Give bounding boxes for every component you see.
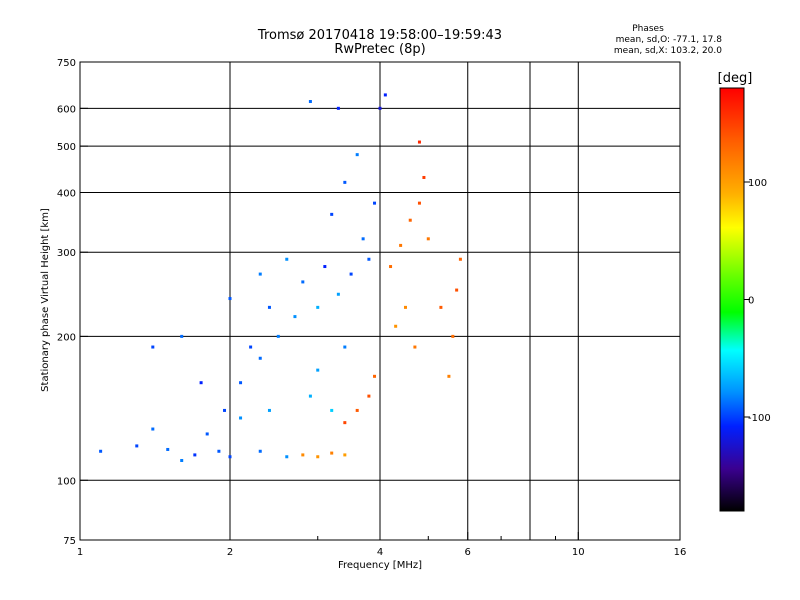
data-points bbox=[99, 93, 462, 462]
data-point bbox=[413, 345, 417, 349]
data-point bbox=[228, 297, 232, 301]
data-point bbox=[455, 288, 459, 292]
data-point bbox=[301, 453, 305, 457]
data-point bbox=[330, 408, 334, 412]
data-point bbox=[439, 305, 443, 309]
data-point bbox=[323, 265, 327, 269]
y-axis-label: Stationary phase Virtual Height [km] bbox=[40, 208, 51, 392]
data-point bbox=[285, 455, 289, 459]
data-point bbox=[417, 140, 421, 144]
colorbar-tick-label: 0 bbox=[748, 296, 754, 307]
data-point bbox=[285, 257, 289, 261]
data-point bbox=[99, 449, 103, 453]
data-point bbox=[361, 237, 365, 241]
data-point bbox=[403, 305, 407, 309]
data-point bbox=[408, 218, 412, 222]
data-point bbox=[151, 427, 155, 431]
x-tick-label: 16 bbox=[674, 547, 687, 558]
data-point bbox=[301, 280, 305, 284]
x-tick-label: 2 bbox=[227, 547, 233, 558]
data-point bbox=[389, 265, 393, 269]
data-point bbox=[199, 381, 203, 385]
data-point bbox=[458, 257, 462, 261]
info-line-x: mean, sd,X: 103.2, 20.0 bbox=[614, 46, 722, 56]
data-point bbox=[267, 408, 271, 412]
data-point bbox=[330, 451, 334, 455]
data-point bbox=[276, 334, 280, 338]
colorbar bbox=[719, 87, 745, 512]
data-point bbox=[343, 453, 347, 457]
data-point bbox=[205, 432, 209, 436]
data-point bbox=[239, 381, 243, 385]
data-point bbox=[355, 408, 359, 412]
data-point bbox=[193, 453, 197, 457]
y-tick-label: 100 bbox=[57, 476, 76, 487]
data-point bbox=[151, 345, 155, 349]
colorbar-ticks: 100 0 -100 bbox=[744, 178, 771, 424]
data-point bbox=[373, 374, 377, 378]
data-point bbox=[308, 394, 312, 398]
data-point bbox=[355, 153, 359, 157]
chart-title: Tromsø 20170418 19:58:00–19:59:43 bbox=[257, 28, 502, 43]
data-point bbox=[267, 305, 271, 309]
data-point bbox=[180, 334, 184, 338]
data-point bbox=[308, 100, 312, 104]
y-tick-label: 400 bbox=[57, 188, 76, 199]
x-tick-label: 6 bbox=[465, 547, 471, 558]
data-point bbox=[383, 93, 387, 97]
y-tick-label: 200 bbox=[57, 332, 76, 343]
data-point bbox=[399, 243, 403, 247]
info-line-o: mean, sd,O: -77.1, 17.8 bbox=[616, 35, 723, 45]
data-point bbox=[394, 324, 398, 328]
data-point bbox=[166, 447, 170, 451]
x-axis-label: Frequency [MHz] bbox=[338, 560, 422, 571]
data-point bbox=[223, 408, 227, 412]
data-point bbox=[330, 212, 334, 216]
data-point bbox=[378, 106, 382, 110]
data-point bbox=[447, 374, 451, 378]
grid bbox=[80, 62, 680, 540]
y-tick-label: 750 bbox=[57, 58, 76, 69]
colorbar-label: [deg] bbox=[718, 71, 753, 86]
data-point bbox=[422, 175, 426, 179]
data-point bbox=[180, 458, 184, 462]
data-point bbox=[417, 201, 421, 205]
data-point bbox=[373, 201, 377, 205]
data-point bbox=[293, 315, 297, 319]
data-point bbox=[217, 449, 221, 453]
x-tick-label: 10 bbox=[572, 547, 585, 558]
data-point bbox=[258, 356, 262, 360]
data-point bbox=[451, 334, 455, 338]
data-point bbox=[258, 449, 262, 453]
data-point bbox=[239, 416, 243, 420]
data-point bbox=[135, 444, 139, 448]
chart-subtitle: RwPretec (8p) bbox=[334, 42, 425, 57]
data-point bbox=[343, 345, 347, 349]
axes: 1 2 4 6 10 16 75 100 200 300 400 500 600 750 bbox=[57, 58, 686, 558]
data-point bbox=[228, 455, 232, 459]
x-tick-label: 1 bbox=[77, 547, 83, 558]
data-point bbox=[343, 421, 347, 425]
info-heading: Phases bbox=[632, 24, 664, 34]
y-tick-label: 75 bbox=[63, 536, 76, 547]
data-point bbox=[367, 257, 371, 261]
data-point bbox=[336, 292, 340, 296]
data-point bbox=[349, 272, 353, 276]
colorbar-tick-label: 100 bbox=[748, 178, 767, 189]
colorbar-tick-label: -100 bbox=[748, 413, 771, 424]
data-point bbox=[316, 455, 320, 459]
y-tick-label: 600 bbox=[57, 104, 76, 115]
data-point bbox=[336, 106, 340, 110]
x-tick-label: 4 bbox=[377, 547, 383, 558]
data-point bbox=[316, 368, 320, 372]
data-point bbox=[258, 272, 262, 276]
data-point bbox=[343, 180, 347, 184]
data-point bbox=[426, 237, 430, 241]
data-point bbox=[367, 394, 371, 398]
data-point bbox=[249, 345, 253, 349]
y-tick-label: 300 bbox=[57, 248, 76, 259]
y-tick-label: 500 bbox=[57, 142, 76, 153]
data-point bbox=[316, 305, 320, 309]
